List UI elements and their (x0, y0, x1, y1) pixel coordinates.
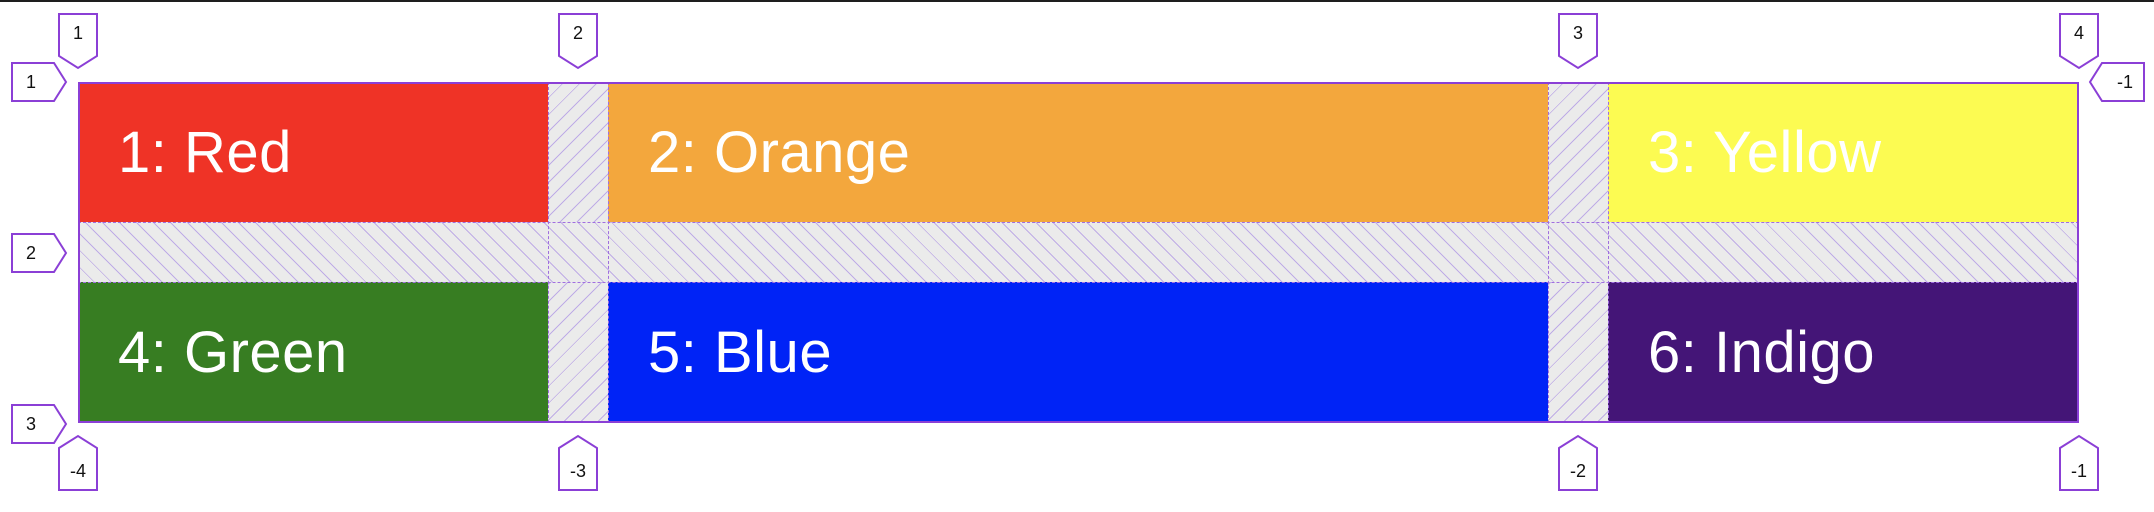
column-number-label: 1 (72, 22, 83, 43)
column-number-label: 4 (2073, 22, 2084, 43)
badge-left-shape (2088, 62, 2145, 102)
badge-up-shape (1558, 434, 1598, 491)
column-number-label: -4 (69, 460, 86, 481)
row-number-badge-left: 3 (10, 403, 68, 445)
badge-up-shape (58, 434, 98, 491)
row-number-label: 3 (25, 413, 36, 434)
grid-item-label: 4: Green (118, 320, 348, 385)
grid-item-indigo[interactable]: 6: Indigo (1608, 282, 2079, 423)
grid-item-label: 3: Yellow (1648, 119, 1882, 185)
grid-item-orange[interactable]: 2: Orange (608, 82, 1548, 222)
grid-item-label: 1: Red (118, 119, 292, 185)
grid-line-column-2b (608, 82, 609, 423)
badge-down-shape (2059, 13, 2099, 70)
row-number-label: 1 (25, 71, 36, 92)
row-number-badge-right: -1 (2088, 61, 2146, 103)
column-number-badge-bottom: -4 (57, 434, 99, 492)
column-number-label: -1 (2070, 460, 2087, 481)
column-number-badge-top: 1 (57, 12, 99, 70)
grid-line-row-2a (78, 222, 2079, 223)
grid-item-blue[interactable]: 5: Blue (608, 282, 1548, 423)
column-number-badge-top: 2 (557, 12, 599, 70)
column-number-label: -2 (1569, 460, 1586, 481)
grid-item-label: 6: Indigo (1648, 320, 1876, 385)
badge-right-shape (11, 404, 68, 444)
row-number-badge-left: 2 (10, 232, 68, 274)
column-number-label: 2 (572, 22, 583, 43)
grid-item-label: 5: Blue (648, 320, 833, 385)
badge-right-shape (11, 62, 68, 102)
column-number-badge-bottom: -2 (1557, 434, 1599, 492)
badge-right-shape (11, 233, 68, 273)
column-number-badge-top: 4 (2058, 12, 2100, 70)
badge-up-shape (2059, 434, 2099, 491)
badge-down-shape (558, 13, 598, 70)
row-gap-1 (78, 222, 2079, 282)
grid-item-red[interactable]: 1: Red (78, 82, 548, 222)
grid-line-row-2b (78, 282, 2079, 283)
column-number-badge-bottom: -3 (557, 434, 599, 492)
grid-outline (78, 82, 2079, 423)
grid-line-column-2a (548, 82, 549, 423)
badge-down-shape (1558, 13, 1598, 70)
column-number-badge-top: 3 (1557, 12, 1599, 70)
column-number-label: -3 (569, 460, 586, 481)
column-number-label: 3 (1572, 22, 1583, 43)
row-number-badge-left: 1 (10, 61, 68, 103)
row-number-label: 2 (25, 242, 36, 263)
column-gap-1 (548, 82, 608, 423)
grid-line-column-3b (1608, 82, 1609, 423)
column-number-badge-bottom: -1 (2058, 434, 2100, 492)
badge-up-shape (558, 434, 598, 491)
grid-item-yellow[interactable]: 3: Yellow (1608, 82, 2079, 222)
grid-line-column-3a (1548, 82, 1549, 423)
grid-item-green[interactable]: 4: Green (78, 282, 548, 423)
top-border-line (0, 0, 2154, 2)
grid-item-label: 2: Orange (648, 119, 911, 185)
badge-down-shape (58, 13, 98, 70)
row-number-label: -1 (2116, 71, 2133, 92)
